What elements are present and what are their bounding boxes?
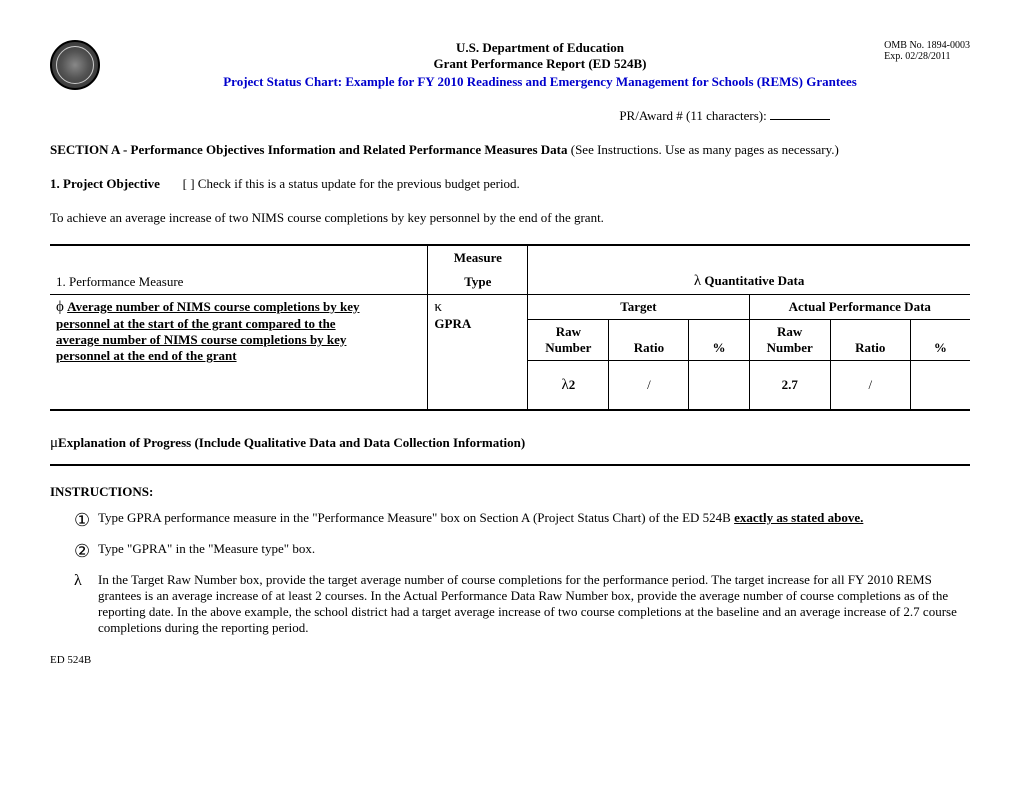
actual-ratio-value: / [830,361,910,411]
target-pct-header: % [689,320,749,361]
divider [50,464,970,466]
col-type-a: Measure [428,245,528,270]
pr-award-blank [770,119,830,120]
col-measure: 1. Performance Measure [50,245,428,295]
objective-text: To achieve an average increase of two NI… [50,210,970,226]
target-raw-header: RawNumber [528,320,609,361]
target-header: Target [528,295,749,320]
instruction-3: λ In the Target Raw Number box, provide … [74,572,970,636]
omb-block: OMB No. 1894-0003 Exp. 02/28/2011 [884,40,970,62]
omb-number: OMB No. 1894-0003 [884,40,970,51]
col-quant: λ Quantitative Data [528,245,970,295]
actual-header: Actual Performance Data [749,295,970,320]
instruction-3-text: In the Target Raw Number box, provide th… [98,572,970,636]
target-ratio-header: Ratio [609,320,689,361]
explanation-line: μExplanation of Progress (Include Qualit… [50,435,970,452]
instructions-block: INSTRUCTIONS: ① Type GPRA performance me… [50,484,970,636]
measure-cell: ϕ Average number of NIMS course completi… [50,295,428,411]
actual-ratio-header: Ratio [830,320,910,361]
header-titles: U.S. Department of Education Grant Perfo… [110,40,970,90]
actual-raw-header: RawNumber [749,320,830,361]
target-raw-value: λ2 [528,361,609,411]
instruction-2: ② Type "GPRA" in the "Measure type" box. [74,541,970,562]
dept-seal-icon [50,40,100,90]
target-pct-value [689,361,749,411]
target-ratio-value: / [609,361,689,411]
section-a-heading: SECTION A - Performance Objectives Infor… [50,142,970,158]
performance-table: 1. Performance Measure Measure λ Quantit… [50,244,970,411]
pr-award-label: PR/Award # (11 characters): [619,108,766,123]
omb-exp: Exp. 02/28/2011 [884,51,970,62]
section-a-note: (See Instructions. Use as many pages as … [568,142,839,157]
project-objective-label: 1. Project Objective [50,176,160,191]
actual-raw-value: 2.7 [749,361,830,411]
instructions-heading: INSTRUCTIONS: [50,484,153,499]
instruction-1-text: Type GPRA performance measure in the "Pe… [98,510,970,531]
instruction-2-text: Type "GPRA" in the "Measure type" box. [98,541,970,562]
circled-1-icon: ① [74,510,98,531]
instruction-1: ① Type GPRA performance measure in the "… [74,510,970,531]
actual-pct-header: % [910,320,970,361]
circled-2-icon: ② [74,541,98,562]
subtitle: Project Status Chart: Example for FY 201… [110,74,970,90]
header: U.S. Department of Education Grant Perfo… [50,40,970,90]
lambda-icon: λ [74,572,98,636]
actual-pct-value [910,361,970,411]
col-type-b: Type [428,270,528,295]
pr-award-line: PR/Award # (11 characters): [50,108,830,124]
report-title: Grant Performance Report (ED 524B) [110,56,970,72]
footer: ED 524B [50,654,970,666]
type-cell: κ GPRA [428,295,528,411]
section-a-bold: SECTION A - Performance Objectives Infor… [50,142,568,157]
project-objective-line: 1. Project Objective [ ] Check if this i… [50,176,970,192]
status-check: [ ] Check if this is a status update for… [183,176,520,191]
dept-name: U.S. Department of Education [110,40,970,56]
